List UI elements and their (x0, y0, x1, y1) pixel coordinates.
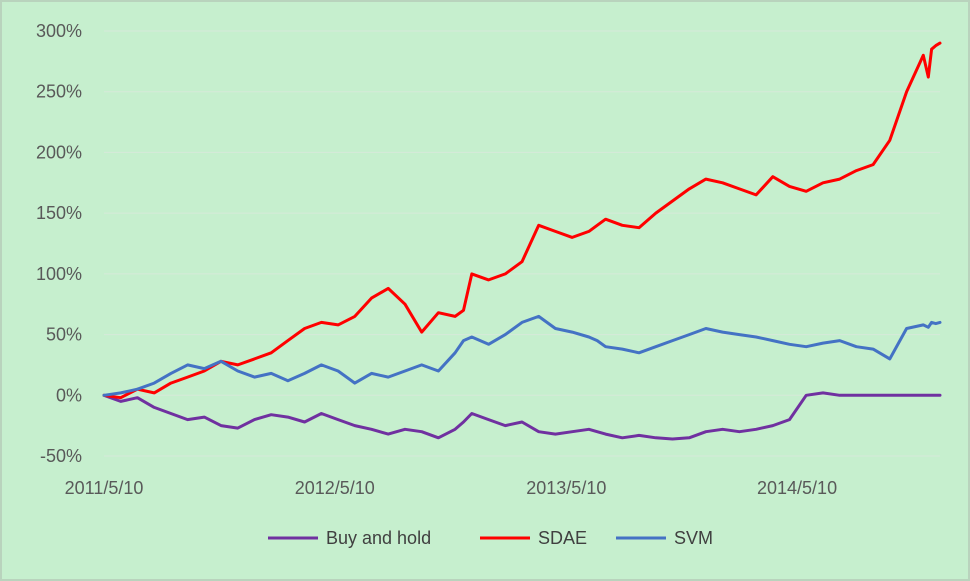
y-tick-label: -50% (40, 446, 82, 466)
series-line-svm (102, 314, 942, 397)
series-line-buy-and-hold (102, 391, 942, 441)
legend: Buy and hold SDAE SVM (268, 528, 713, 548)
y-axis-ticks: 300% 250% 200% 150% 100% 50% 0% -50% (36, 21, 82, 466)
y-tick-label: 250% (36, 82, 82, 102)
x-tick-label: 2012/5/10 (295, 478, 375, 498)
gridlines (104, 30, 940, 457)
x-tick-label: 2014/5/10 (757, 478, 837, 498)
y-tick-label: 50% (46, 325, 82, 345)
legend-label-buy-and-hold: Buy and hold (326, 528, 431, 548)
y-tick-label: 0% (56, 385, 82, 405)
y-tick-label: 300% (36, 21, 82, 41)
x-axis-ticks: 2011/5/10 2012/5/10 2013/5/10 2014/5/10 (65, 478, 837, 498)
series-line-sdae (102, 41, 942, 400)
x-tick-label: 2011/5/10 (65, 478, 144, 498)
legend-label-sdae: SDAE (538, 528, 587, 548)
series-lines (102, 41, 942, 441)
legend-label-svm: SVM (674, 528, 713, 548)
y-tick-label: 200% (36, 142, 82, 162)
x-tick-label: 2013/5/10 (526, 478, 606, 498)
y-tick-label: 100% (36, 264, 82, 284)
y-tick-label: 150% (36, 203, 82, 223)
